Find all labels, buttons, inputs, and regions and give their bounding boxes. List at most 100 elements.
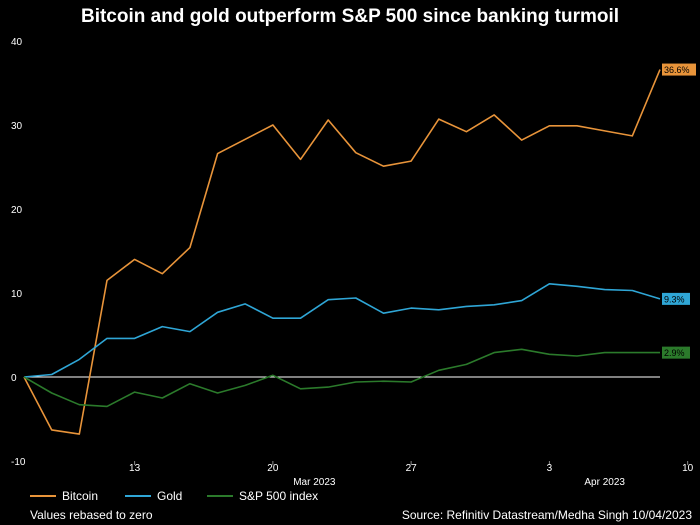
data-point-bitcoin — [465, 131, 467, 133]
data-point-gold — [189, 331, 191, 333]
data-point-bitcoin — [106, 279, 108, 281]
source-credit: Source: Refinitiv Datastream/Medha Singh… — [401, 508, 692, 522]
y-tick-label: 30 — [11, 121, 23, 132]
data-point-sp500 — [217, 392, 219, 394]
data-point-gold — [134, 337, 136, 339]
data-point-sp500 — [438, 369, 440, 371]
end-label-box-gold — [662, 292, 690, 305]
data-point-sp500 — [106, 405, 108, 407]
data-point-gold — [521, 300, 523, 302]
data-point-gold — [465, 305, 467, 307]
x-month-label: Mar 2023 — [293, 477, 336, 488]
data-point-gold — [576, 285, 578, 287]
data-point-bitcoin — [382, 165, 384, 167]
data-point-gold — [410, 307, 412, 309]
data-point-gold — [272, 317, 274, 319]
data-point-gold — [327, 299, 329, 301]
legend-swatch-bitcoin — [30, 495, 56, 497]
data-point-sp500 — [134, 391, 136, 393]
data-point-sp500 — [189, 383, 191, 385]
data-point-gold — [493, 304, 495, 306]
data-point-gold — [382, 312, 384, 314]
legend-label-bitcoin: Bitcoin — [62, 489, 99, 503]
data-point-sp500 — [51, 392, 53, 394]
legend-label-gold: Gold — [157, 489, 183, 503]
x-tick-label: 3 — [547, 463, 553, 474]
data-point-gold — [161, 326, 163, 328]
data-point-sp500 — [355, 381, 357, 383]
data-point-gold — [355, 297, 357, 299]
legend-swatch-sp500 — [207, 495, 233, 497]
data-point-bitcoin — [576, 125, 578, 127]
data-point-bitcoin — [189, 247, 191, 249]
data-point-bitcoin — [134, 258, 136, 260]
x-tick-label: 13 — [129, 463, 141, 474]
data-point-bitcoin — [659, 69, 661, 71]
data-point-sp500 — [493, 352, 495, 354]
end-label-sp500: 2.9% — [664, 348, 685, 358]
data-point-sp500 — [576, 355, 578, 357]
data-point-bitcoin — [51, 429, 53, 431]
data-point-bitcoin — [438, 118, 440, 120]
data-point-gold — [631, 289, 633, 291]
data-point-sp500 — [244, 384, 246, 386]
data-point-bitcoin — [217, 153, 219, 155]
y-tick-label: 40 — [11, 37, 23, 48]
data-point-bitcoin — [548, 125, 550, 127]
data-point-bitcoin — [604, 130, 606, 132]
data-point-bitcoin — [493, 114, 495, 116]
legend-item-sp500: S&P 500 index — [207, 489, 318, 503]
data-point-sp500 — [604, 352, 606, 354]
chart-title: Bitcoin and gold outperform S&P 500 sinc… — [80, 6, 620, 27]
data-point-bitcoin — [300, 158, 302, 160]
y-tick-label: 10 — [11, 289, 23, 300]
data-point-bitcoin — [355, 152, 357, 154]
data-point-sp500 — [161, 397, 163, 399]
data-point-gold — [51, 373, 53, 375]
end-label-box-sp500 — [662, 346, 690, 359]
data-point-gold — [438, 309, 440, 311]
data-point-sp500 — [410, 381, 412, 383]
x-month-label: Apr 2023 — [584, 477, 625, 488]
data-point-sp500 — [659, 352, 661, 354]
legend-item-gold: Gold — [125, 489, 182, 503]
x-tick-label: 27 — [406, 463, 418, 474]
data-point-gold — [244, 303, 246, 305]
data-point-gold — [300, 317, 302, 319]
data-point-sp500 — [631, 352, 633, 354]
data-point-gold — [78, 358, 80, 360]
data-point-bitcoin — [78, 433, 80, 435]
data-point-gold — [217, 311, 219, 313]
end-label-bitcoin: 36.6% — [664, 65, 690, 75]
legend-item-bitcoin: Bitcoin — [30, 489, 98, 503]
series-line-bitcoin — [23, 69, 661, 435]
legend-label-sp500: S&P 500 index — [239, 489, 319, 503]
data-point-bitcoin — [272, 124, 274, 126]
data-point-sp500 — [327, 386, 329, 388]
data-point-gold — [548, 283, 550, 285]
x-tick-label: 10 — [682, 463, 694, 474]
data-point-sp500 — [300, 388, 302, 390]
series-line-sp500 — [23, 348, 660, 408]
data-point-bitcoin — [521, 139, 523, 141]
data-point-sp500 — [23, 376, 25, 378]
end-label-box-bitcoin — [662, 63, 696, 76]
data-point-bitcoin — [244, 138, 246, 140]
data-point-bitcoin — [631, 135, 633, 137]
data-point-sp500 — [78, 404, 80, 406]
data-point-gold — [659, 298, 661, 300]
data-point-gold — [106, 337, 108, 339]
data-point-sp500 — [272, 374, 274, 376]
data-point-bitcoin — [410, 160, 412, 162]
x-tick-label: 20 — [267, 463, 279, 474]
end-label-gold: 9.3% — [664, 294, 685, 304]
data-point-sp500 — [465, 363, 467, 365]
y-tick-label: -10 — [11, 457, 26, 468]
data-point-sp500 — [548, 353, 550, 355]
data-point-bitcoin — [161, 273, 163, 275]
rebase-note: Values rebased to zero — [30, 508, 153, 522]
legend-swatch-gold — [125, 495, 151, 497]
y-tick-label: 0 — [11, 373, 17, 384]
data-point-sp500 — [382, 380, 384, 382]
